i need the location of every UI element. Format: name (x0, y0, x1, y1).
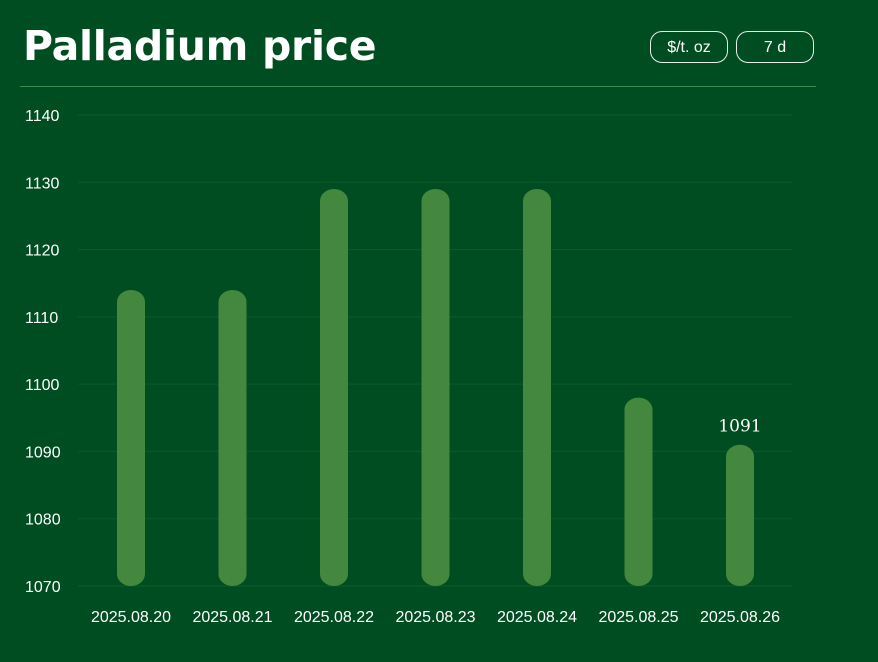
data-labels: 1091 (718, 417, 761, 437)
x-axis: 2025.08.20 2025.08.21 2025.08.22 2025.08.23… (91, 609, 780, 626)
y-tick-label: 1140 (25, 108, 60, 125)
y-tick-label: 1110 (25, 310, 58, 327)
data-label: 1091 (718, 417, 761, 437)
y-tick-label: 1130 (25, 175, 60, 192)
x-tick-label: 2025.08.26 (700, 609, 780, 626)
bar[interactable] (421, 189, 450, 586)
bar[interactable] (117, 289, 145, 586)
y-tick-label: 1080 (25, 512, 61, 529)
y-axis: 1070 1080 1090 1100 1110 1120 1130 1140 (25, 108, 61, 596)
x-tick-label: 2025.08.22 (294, 609, 374, 626)
x-tick-label: 2025.08.23 (395, 609, 475, 626)
time-range-button[interactable]: 7 d (736, 31, 814, 63)
x-tick-label: 2025.08.21 (192, 609, 272, 626)
header-divider (20, 86, 816, 87)
bars (117, 189, 754, 586)
x-tick-label: 2025.08.20 (91, 609, 171, 626)
y-tick-label: 1120 (25, 243, 60, 260)
y-tick-label: 1090 (25, 444, 61, 461)
bar[interactable] (320, 189, 348, 586)
chart-title: Palladium price (23, 22, 377, 70)
x-tick-label: 2025.08.24 (497, 609, 577, 626)
bar[interactable] (624, 397, 653, 586)
y-tick-label: 1100 (25, 377, 60, 394)
bar[interactable] (726, 444, 754, 586)
y-tick-label: 1070 (25, 579, 61, 596)
x-tick-label: 2025.08.25 (598, 609, 678, 626)
unit-selector-button[interactable]: $/t. oz (650, 31, 728, 63)
bar[interactable] (218, 289, 247, 586)
bar[interactable] (523, 189, 551, 586)
